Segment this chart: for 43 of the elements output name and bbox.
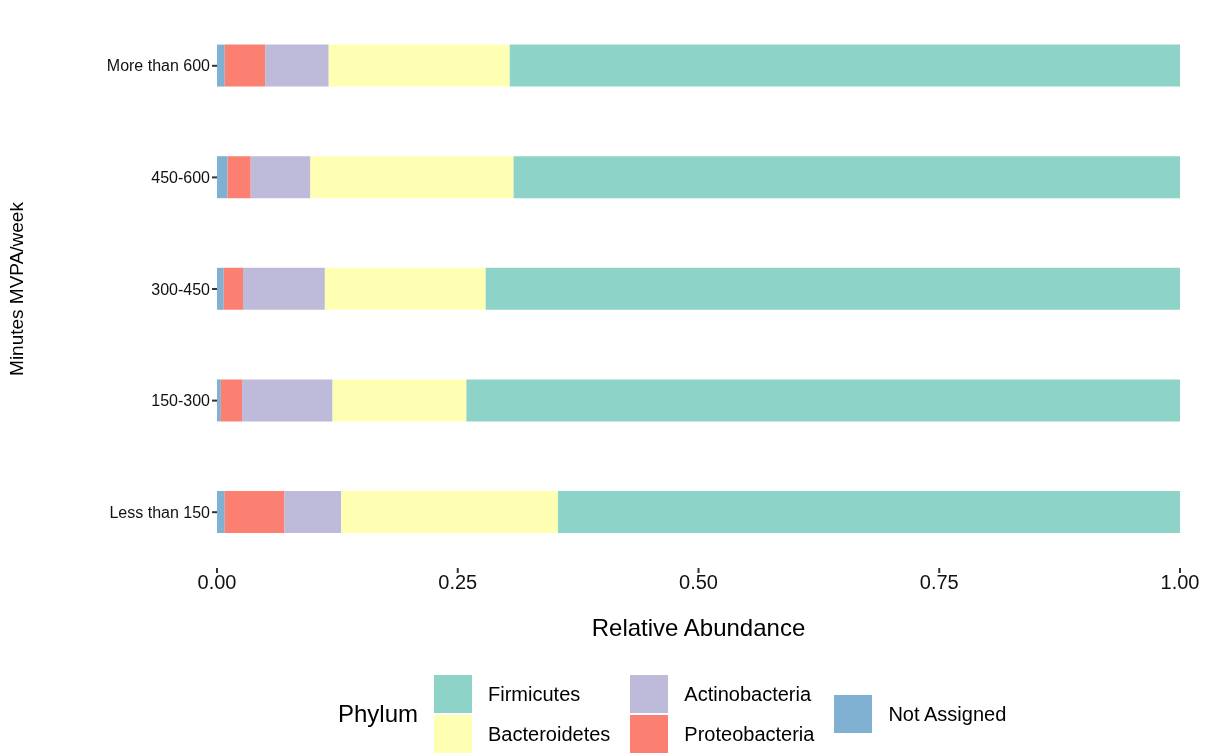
bar xyxy=(328,44,510,87)
y-tick-label: 300-450 xyxy=(151,280,211,298)
bar xyxy=(217,267,224,310)
legend-label: Firmicutes xyxy=(488,682,581,706)
bar xyxy=(224,44,266,87)
x-tick-label: 0.75 xyxy=(919,571,959,594)
bar xyxy=(509,44,1180,87)
x-tick-label: 0.50 xyxy=(679,571,718,594)
bar xyxy=(332,379,467,422)
bar xyxy=(557,491,1180,533)
y-tick-label: 150-300 xyxy=(151,392,211,410)
bar xyxy=(310,156,514,199)
legend-label: Bacteroidetes xyxy=(488,722,611,746)
x-axis-title: Relative Abundance xyxy=(591,614,806,641)
bar xyxy=(250,156,311,199)
y-tick-label: 450-600 xyxy=(151,169,211,187)
bar xyxy=(243,267,325,310)
bar xyxy=(513,156,1180,199)
y-axis-title: Minutes MVPA/week xyxy=(5,201,27,376)
bar xyxy=(220,379,243,422)
bar xyxy=(224,491,285,533)
legend-label: Proteobacteria xyxy=(684,722,815,746)
x-tick-label: 1.00 xyxy=(1160,571,1200,594)
bar xyxy=(324,267,486,310)
bar xyxy=(227,156,251,199)
bar xyxy=(341,491,558,533)
bar xyxy=(217,44,225,87)
bar xyxy=(217,491,225,533)
bar xyxy=(242,379,333,422)
legend-label: Not Assigned xyxy=(888,702,1007,726)
x-tick-label: 0.00 xyxy=(197,571,237,594)
bar xyxy=(284,491,342,533)
bar xyxy=(217,156,228,199)
bar xyxy=(466,379,1180,422)
bar xyxy=(265,44,329,87)
bar xyxy=(223,267,243,310)
y-tick-label: More than 600 xyxy=(106,57,211,75)
x-tick-label: 0.25 xyxy=(438,571,478,594)
bar xyxy=(217,379,221,422)
legend-title: Phylum xyxy=(338,700,419,728)
y-tick-label: Less than 150 xyxy=(109,503,211,521)
legend-label: Actinobacteria xyxy=(684,682,812,706)
bar xyxy=(485,267,1180,310)
